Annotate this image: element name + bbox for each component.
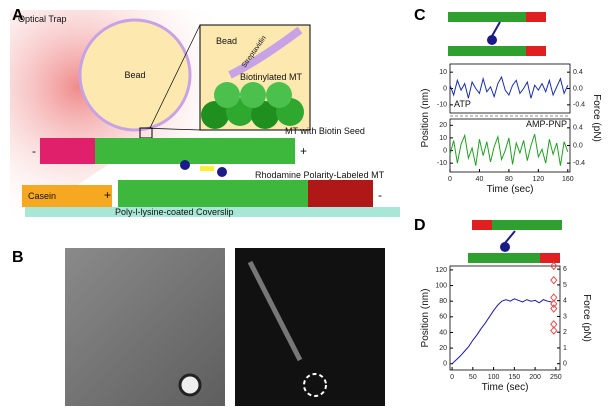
y2-tick-label: 0.4 bbox=[573, 69, 583, 76]
x-axis-title: Time (sec) bbox=[487, 184, 534, 195]
y2-tick-label: 0.0 bbox=[573, 85, 583, 92]
y2-tick-label: 0.4 bbox=[573, 125, 583, 132]
x-tick-label: 0 bbox=[450, 374, 454, 381]
y2-axis-title: Force (pN) bbox=[591, 94, 602, 142]
x-tick-label: 250 bbox=[550, 374, 562, 381]
y2-axis-title: Force (pN) bbox=[581, 294, 592, 342]
y-tick-label: 10 bbox=[439, 135, 447, 142]
y-tick-label: 100 bbox=[435, 282, 447, 289]
point bbox=[550, 304, 558, 313]
label: Bead bbox=[216, 36, 237, 46]
cartoons bbox=[448, 12, 562, 263]
point bbox=[550, 261, 558, 271]
panel-label: B bbox=[12, 249, 24, 266]
label: MT with Biotin Seed bbox=[285, 126, 365, 136]
inset-mt bbox=[201, 82, 304, 129]
label: Casein bbox=[28, 191, 56, 201]
x-tick-label: 120 bbox=[532, 176, 544, 183]
series-line bbox=[449, 133, 569, 166]
y-tick-label: 0 bbox=[443, 147, 447, 154]
y-tick-label: 60 bbox=[439, 314, 447, 321]
label: Biotinylated MT bbox=[240, 72, 303, 82]
label: Optical Trap bbox=[18, 14, 67, 24]
y-tick-label: 20 bbox=[439, 345, 447, 352]
y2-tick-label: 2 bbox=[563, 329, 567, 336]
y-axis-title: Position (nm) bbox=[420, 289, 431, 348]
y2-tick-label: 1 bbox=[563, 345, 567, 352]
plot-frame bbox=[449, 265, 561, 371]
y-tick-label: -10 bbox=[437, 102, 447, 109]
panel-label: D bbox=[414, 217, 426, 234]
mt-minus-end bbox=[308, 180, 373, 207]
mt-seeded bbox=[95, 138, 295, 164]
label: + bbox=[300, 144, 307, 158]
label: - bbox=[378, 188, 382, 202]
label: + bbox=[104, 188, 111, 202]
x-tick-label: 150 bbox=[508, 374, 520, 381]
x-tick-label: 160 bbox=[562, 176, 574, 183]
x-axis-title: Time (sec) bbox=[482, 382, 529, 393]
y-tick-label: 0 bbox=[443, 361, 447, 368]
series-label: AMP-PNP bbox=[526, 119, 567, 129]
y-axis-title: Position (nm) bbox=[420, 89, 431, 148]
casein-layer bbox=[22, 185, 112, 207]
y2-tick-label: -0.4 bbox=[573, 102, 585, 109]
y2-tick-label: 5 bbox=[563, 282, 567, 289]
point bbox=[550, 326, 558, 335]
x-tick-label: 0 bbox=[448, 176, 452, 183]
series-line bbox=[451, 298, 552, 365]
panel-label: A bbox=[12, 7, 24, 24]
mt-polarity bbox=[118, 180, 308, 207]
biotin-seed bbox=[40, 138, 95, 164]
x-tick-label: 80 bbox=[505, 176, 513, 183]
y-tick-label: 120 bbox=[435, 267, 447, 274]
series-line bbox=[449, 75, 569, 99]
label: - bbox=[32, 144, 36, 158]
y-tick-label: 0 bbox=[443, 85, 447, 92]
micrograph-fluorescence bbox=[235, 248, 385, 406]
label: Poly-l-lysine-coated Coverslip bbox=[115, 207, 234, 217]
y2-tick-label: 0 bbox=[563, 361, 567, 368]
label: Rhodamine Polarity-Labeled MT bbox=[255, 170, 385, 180]
label: Bead bbox=[124, 70, 145, 80]
point bbox=[550, 299, 558, 309]
y-tick-label: 80 bbox=[439, 298, 447, 305]
point bbox=[550, 275, 558, 285]
y-tick-label: 40 bbox=[439, 329, 447, 336]
series-label: ATP bbox=[454, 99, 471, 109]
panel-b bbox=[65, 248, 385, 406]
x-tick-label: 50 bbox=[469, 374, 477, 381]
y2-tick-label: -0.4 bbox=[573, 160, 585, 167]
y-tick-label: -10 bbox=[437, 160, 447, 167]
panel-a: Optical Trap Bead Bead Streptavidin Biot… bbox=[10, 10, 400, 230]
coverslip bbox=[25, 207, 400, 217]
x-tick-label: 100 bbox=[488, 374, 500, 381]
x-tick-label: 200 bbox=[529, 374, 541, 381]
y-tick-label: 20 bbox=[439, 122, 447, 129]
streptavidin-chain bbox=[228, 26, 303, 79]
y-tick-label: 10 bbox=[439, 69, 447, 76]
x-tick-label: 40 bbox=[476, 176, 484, 183]
panel-label: C bbox=[414, 7, 426, 24]
y2-tick-label: 6 bbox=[563, 266, 567, 273]
y2-tick-label: 0.0 bbox=[573, 142, 583, 149]
y2-tick-label: 4 bbox=[563, 298, 567, 305]
y2-tick-label: 3 bbox=[563, 313, 567, 320]
